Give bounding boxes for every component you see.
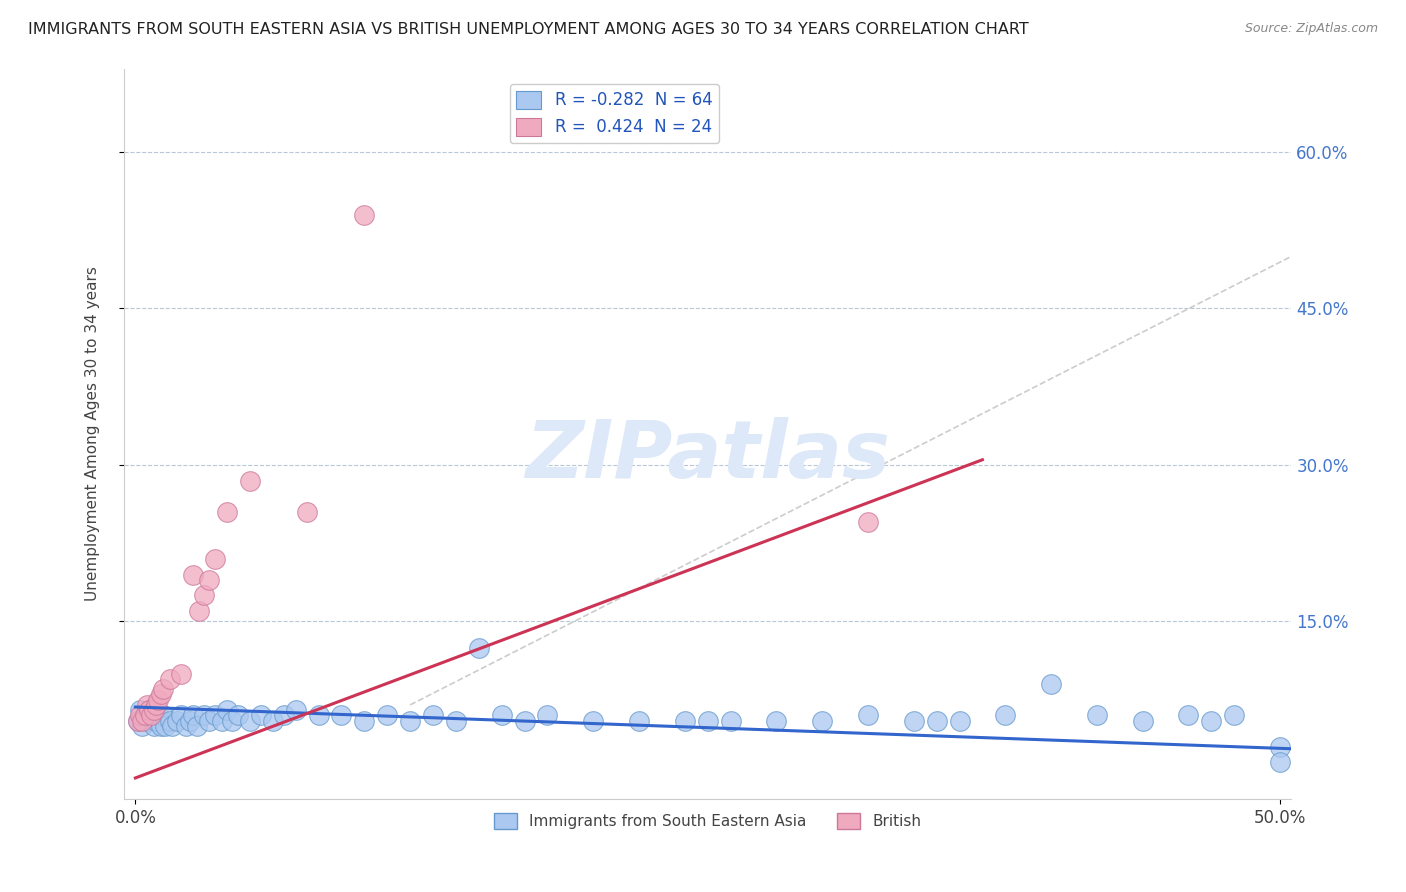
Point: [149, 688, 172, 702]
Point: [1201, 714, 1223, 728]
Point: [148, 708, 170, 723]
Point: [856, 516, 879, 530]
Point: [127, 714, 149, 728]
Point: [353, 208, 375, 222]
Point: [1223, 708, 1246, 723]
Point: [696, 714, 718, 728]
Point: [131, 714, 153, 728]
Point: [149, 719, 172, 733]
Point: [138, 703, 160, 717]
Point: [145, 698, 167, 712]
Point: [903, 714, 925, 728]
Point: [273, 708, 295, 723]
Point: [627, 714, 650, 728]
Text: ZIPatlas: ZIPatlas: [526, 417, 890, 494]
Point: [720, 714, 742, 728]
Point: [211, 714, 233, 728]
Point: [141, 708, 163, 723]
Point: [131, 719, 153, 733]
Point: [142, 703, 165, 717]
Point: [765, 714, 787, 728]
Point: [193, 588, 215, 602]
Point: [186, 719, 208, 733]
Point: [142, 719, 165, 733]
Point: [129, 703, 152, 717]
Point: [204, 708, 226, 723]
Point: [262, 714, 284, 728]
Point: [141, 708, 163, 723]
Point: [673, 714, 696, 728]
Point: [1268, 739, 1291, 754]
Point: [138, 703, 160, 717]
Point: [444, 714, 467, 728]
Point: [1132, 714, 1154, 728]
Point: [153, 719, 176, 733]
Point: [204, 552, 226, 566]
Legend: Immigrants from South Eastern Asia, British: Immigrants from South Eastern Asia, Brit…: [488, 806, 928, 835]
Point: [127, 714, 149, 728]
Point: [994, 708, 1017, 723]
Point: [215, 703, 238, 717]
Point: [170, 708, 193, 723]
Point: [491, 708, 513, 723]
Point: [228, 708, 250, 723]
Point: [129, 708, 152, 723]
Point: [159, 672, 181, 686]
Point: [134, 708, 156, 723]
Point: [250, 708, 273, 723]
Point: [221, 714, 243, 728]
Point: [215, 505, 238, 519]
Point: [197, 714, 219, 728]
Point: [330, 708, 353, 723]
Point: [399, 714, 422, 728]
Point: [948, 714, 970, 728]
Point: [284, 703, 307, 717]
Point: [193, 708, 215, 723]
Point: [179, 714, 201, 728]
Point: [148, 692, 170, 706]
Text: Source: ZipAtlas.com: Source: ZipAtlas.com: [1244, 22, 1378, 36]
Point: [181, 567, 204, 582]
Point: [295, 505, 318, 519]
Point: [1040, 677, 1063, 691]
Point: [513, 714, 536, 728]
Point: [1177, 708, 1199, 723]
Point: [925, 714, 948, 728]
Point: [166, 714, 188, 728]
Point: [145, 714, 167, 728]
Point: [134, 708, 156, 723]
Point: [160, 719, 183, 733]
Point: [135, 698, 157, 712]
Point: [174, 719, 197, 733]
Point: [375, 708, 398, 723]
Point: [181, 708, 204, 723]
Point: [422, 708, 444, 723]
Point: [582, 714, 605, 728]
Point: [239, 474, 262, 488]
Point: [135, 714, 157, 728]
Y-axis label: Unemployment Among Ages 30 to 34 years: Unemployment Among Ages 30 to 34 years: [86, 266, 100, 601]
Point: [197, 573, 219, 587]
Point: [170, 666, 193, 681]
Point: [1268, 756, 1291, 770]
Point: [239, 714, 262, 728]
Point: [152, 708, 174, 723]
Point: [811, 714, 834, 728]
Point: [308, 708, 330, 723]
Point: [353, 714, 375, 728]
Point: [856, 708, 879, 723]
Point: [1085, 708, 1108, 723]
Point: [152, 682, 174, 697]
Point: [159, 714, 181, 728]
Point: [536, 708, 558, 723]
Point: [468, 640, 491, 655]
Point: [188, 604, 211, 618]
Text: IMMIGRANTS FROM SOUTH EASTERN ASIA VS BRITISH UNEMPLOYMENT AMONG AGES 30 TO 34 Y: IMMIGRANTS FROM SOUTH EASTERN ASIA VS BR…: [28, 22, 1029, 37]
